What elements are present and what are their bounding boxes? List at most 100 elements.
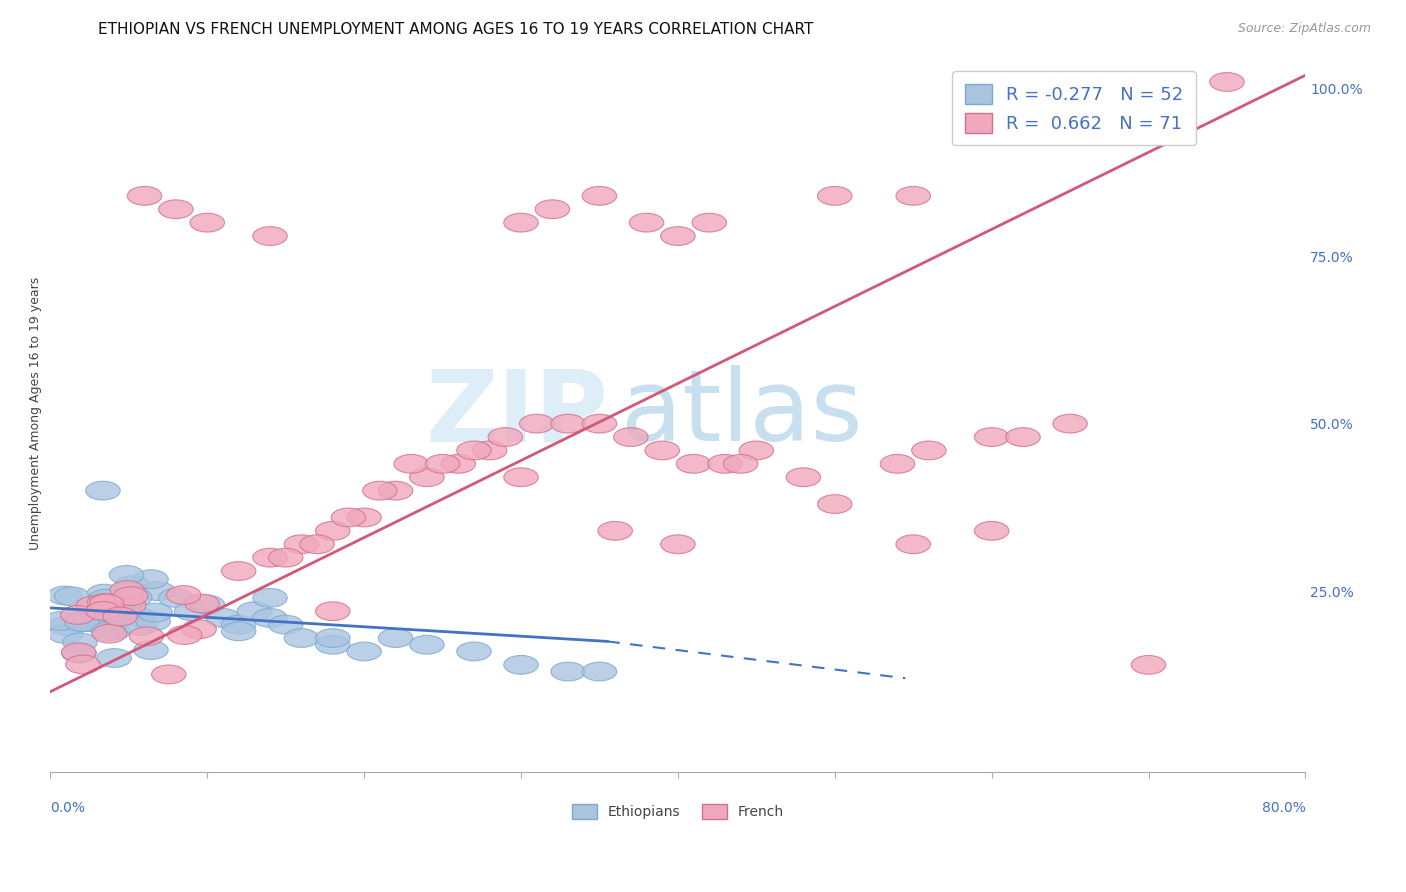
Ellipse shape bbox=[111, 596, 146, 615]
Ellipse shape bbox=[91, 599, 127, 617]
Ellipse shape bbox=[91, 618, 127, 637]
Ellipse shape bbox=[253, 589, 287, 607]
Ellipse shape bbox=[136, 612, 170, 631]
Ellipse shape bbox=[630, 213, 664, 232]
Ellipse shape bbox=[55, 587, 89, 606]
Ellipse shape bbox=[661, 535, 695, 554]
Text: atlas: atlas bbox=[621, 365, 863, 462]
Ellipse shape bbox=[48, 586, 82, 605]
Ellipse shape bbox=[253, 227, 287, 245]
Ellipse shape bbox=[613, 427, 648, 446]
Ellipse shape bbox=[974, 522, 1010, 541]
Ellipse shape bbox=[786, 468, 821, 487]
Ellipse shape bbox=[44, 612, 77, 631]
Ellipse shape bbox=[62, 644, 97, 663]
Text: ZIP: ZIP bbox=[426, 365, 609, 462]
Ellipse shape bbox=[457, 642, 491, 661]
Ellipse shape bbox=[472, 441, 508, 459]
Ellipse shape bbox=[167, 625, 202, 644]
Ellipse shape bbox=[536, 200, 569, 219]
Ellipse shape bbox=[441, 454, 475, 474]
Ellipse shape bbox=[87, 594, 121, 613]
Ellipse shape bbox=[70, 613, 105, 632]
Text: Source: ZipAtlas.com: Source: ZipAtlas.com bbox=[1237, 22, 1371, 36]
Ellipse shape bbox=[110, 566, 143, 584]
Ellipse shape bbox=[911, 441, 946, 459]
Ellipse shape bbox=[284, 629, 319, 648]
Ellipse shape bbox=[315, 602, 350, 621]
Ellipse shape bbox=[896, 186, 931, 205]
Ellipse shape bbox=[190, 213, 225, 232]
Ellipse shape bbox=[69, 609, 103, 628]
Ellipse shape bbox=[96, 622, 131, 640]
Ellipse shape bbox=[896, 535, 931, 554]
Ellipse shape bbox=[110, 581, 145, 599]
Ellipse shape bbox=[115, 575, 149, 595]
Ellipse shape bbox=[692, 213, 727, 232]
Ellipse shape bbox=[91, 622, 125, 640]
Text: 0.0%: 0.0% bbox=[51, 801, 86, 814]
Ellipse shape bbox=[1005, 427, 1040, 446]
Ellipse shape bbox=[740, 441, 773, 459]
Ellipse shape bbox=[707, 454, 742, 474]
Ellipse shape bbox=[582, 414, 617, 433]
Ellipse shape bbox=[134, 570, 169, 589]
Ellipse shape bbox=[86, 601, 121, 620]
Ellipse shape bbox=[184, 594, 219, 613]
Ellipse shape bbox=[299, 535, 335, 554]
Ellipse shape bbox=[90, 594, 124, 613]
Ellipse shape bbox=[974, 427, 1010, 446]
Ellipse shape bbox=[128, 186, 162, 205]
Ellipse shape bbox=[48, 624, 83, 643]
Ellipse shape bbox=[817, 495, 852, 514]
Ellipse shape bbox=[103, 593, 136, 612]
Ellipse shape bbox=[66, 655, 100, 673]
Ellipse shape bbox=[93, 624, 127, 643]
Ellipse shape bbox=[315, 635, 350, 654]
Ellipse shape bbox=[221, 615, 256, 634]
Ellipse shape bbox=[122, 616, 157, 635]
Ellipse shape bbox=[363, 482, 396, 500]
Ellipse shape bbox=[551, 414, 585, 433]
Ellipse shape bbox=[519, 414, 554, 433]
Ellipse shape bbox=[62, 643, 96, 662]
Ellipse shape bbox=[503, 213, 538, 232]
Ellipse shape bbox=[159, 589, 193, 607]
Ellipse shape bbox=[103, 607, 138, 626]
Ellipse shape bbox=[315, 629, 350, 648]
Ellipse shape bbox=[63, 633, 97, 652]
Ellipse shape bbox=[114, 587, 148, 606]
Legend: Ethiopians, French: Ethiopians, French bbox=[565, 797, 790, 826]
Y-axis label: Unemployment Among Ages 16 to 19 years: Unemployment Among Ages 16 to 19 years bbox=[30, 277, 42, 550]
Ellipse shape bbox=[378, 482, 413, 500]
Ellipse shape bbox=[65, 613, 98, 632]
Ellipse shape bbox=[110, 591, 145, 610]
Ellipse shape bbox=[598, 522, 633, 541]
Ellipse shape bbox=[221, 562, 256, 581]
Ellipse shape bbox=[284, 535, 319, 554]
Ellipse shape bbox=[97, 648, 131, 667]
Ellipse shape bbox=[138, 603, 173, 622]
Ellipse shape bbox=[676, 454, 711, 474]
Ellipse shape bbox=[80, 608, 114, 628]
Ellipse shape bbox=[409, 468, 444, 487]
Ellipse shape bbox=[724, 454, 758, 474]
Ellipse shape bbox=[1209, 72, 1244, 91]
Ellipse shape bbox=[238, 602, 271, 621]
Ellipse shape bbox=[205, 608, 240, 627]
Ellipse shape bbox=[129, 627, 165, 646]
Ellipse shape bbox=[89, 590, 124, 608]
Ellipse shape bbox=[121, 607, 155, 626]
Ellipse shape bbox=[76, 596, 111, 615]
Ellipse shape bbox=[551, 662, 585, 681]
Ellipse shape bbox=[457, 441, 491, 459]
Ellipse shape bbox=[1132, 656, 1166, 674]
Ellipse shape bbox=[1053, 414, 1087, 433]
Ellipse shape bbox=[582, 662, 617, 681]
Ellipse shape bbox=[817, 186, 852, 205]
Ellipse shape bbox=[488, 427, 523, 446]
Ellipse shape bbox=[181, 620, 217, 639]
Ellipse shape bbox=[253, 549, 287, 567]
Ellipse shape bbox=[152, 665, 186, 684]
Ellipse shape bbox=[60, 606, 96, 624]
